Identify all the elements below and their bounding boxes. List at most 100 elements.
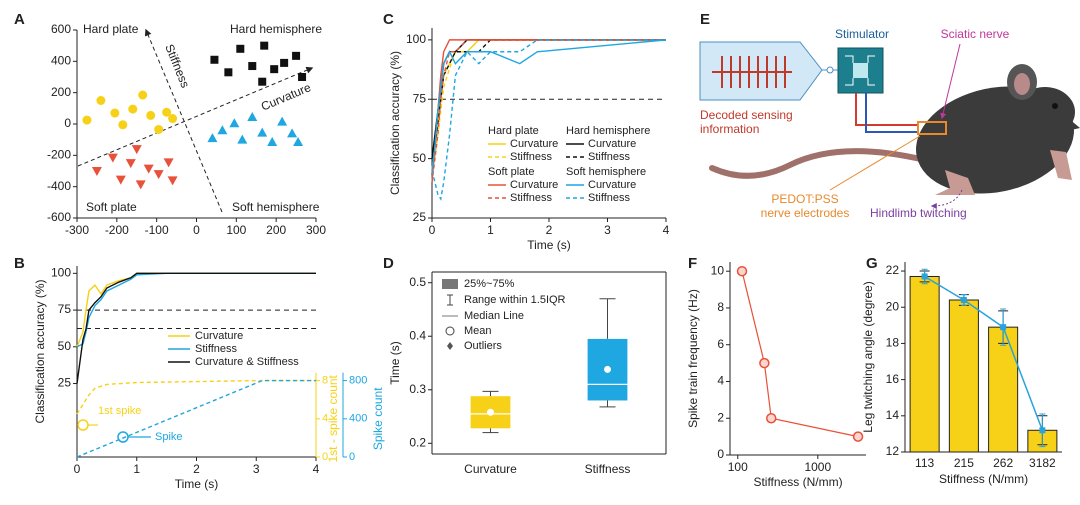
y-tick-label: 0 xyxy=(717,447,724,461)
point xyxy=(217,125,228,135)
mouse-eye xyxy=(1052,103,1058,109)
legend-label: Stiffness xyxy=(510,192,552,204)
x-tick-label: 262 xyxy=(993,456,1013,470)
point xyxy=(154,124,164,134)
diagram-e: E Stimulator Sciatic nerve Decoded sensi… xyxy=(699,11,1080,220)
x-tick-label: 0 xyxy=(74,462,81,476)
electrode-label: nerve electrodes xyxy=(761,206,850,220)
point xyxy=(267,137,278,147)
y-tick-label: 25 xyxy=(413,210,427,224)
panel-label: B xyxy=(14,255,25,272)
y-tick-label: 12 xyxy=(886,444,900,458)
panel-label: F xyxy=(688,255,697,272)
point xyxy=(759,357,770,369)
line-series xyxy=(431,39,666,159)
point xyxy=(131,145,142,155)
legend-label: Stiffness xyxy=(588,151,630,163)
x-tick-label: -200 xyxy=(105,223,129,237)
point xyxy=(258,77,267,86)
line-series xyxy=(431,39,666,201)
y-tick-label: 25 xyxy=(58,376,72,390)
y-tick-label: -600 xyxy=(47,210,71,224)
point xyxy=(960,297,967,303)
x-tick-label: 1000 xyxy=(804,460,831,474)
point xyxy=(736,265,748,277)
quadrant-label: Soft hemisphere xyxy=(232,200,320,214)
line-series xyxy=(431,39,667,171)
y-axis-title: Spike train frequency (Hz) xyxy=(686,289,700,428)
twitch-arrow xyxy=(930,189,963,209)
y-tick-label: 0.4 xyxy=(409,328,426,342)
mouse-snout xyxy=(1062,118,1080,132)
legend-swatch xyxy=(447,342,453,350)
bar xyxy=(988,326,1019,453)
y2-axis-title: 1st - spike count xyxy=(326,374,340,462)
legend-label: Mean xyxy=(464,325,492,337)
spike-train xyxy=(721,56,786,88)
y-tick-label: 75 xyxy=(413,91,427,105)
panel-label: E xyxy=(700,11,710,28)
mean-marker xyxy=(604,365,611,373)
x-tick-label: 0 xyxy=(429,223,436,237)
y2-tick-label: 4 xyxy=(322,413,328,425)
y-tick-label: 200 xyxy=(51,85,71,99)
mouse-ear-inner xyxy=(1014,73,1030,95)
x-tick-label: 1 xyxy=(487,223,494,237)
y-tick-label: -200 xyxy=(47,148,71,162)
quadrant-label: Hard hemisphere xyxy=(230,22,322,36)
mouse-head xyxy=(1015,87,1075,137)
point xyxy=(168,114,178,124)
point xyxy=(91,167,102,176)
point xyxy=(293,137,304,147)
legend-group-title: Hard plate xyxy=(488,125,539,137)
point xyxy=(237,134,248,144)
y-tick-label: 16 xyxy=(886,372,900,386)
point xyxy=(277,116,288,126)
curvature-arrow xyxy=(77,66,314,167)
point xyxy=(167,176,178,186)
point xyxy=(852,431,864,442)
legend-label: Stiffness xyxy=(195,343,237,355)
legend-label: Outliers xyxy=(464,340,502,352)
point xyxy=(82,115,92,125)
quadrant-label: Soft plate xyxy=(86,200,137,214)
point xyxy=(146,110,156,120)
y-tick-label: 0.5 xyxy=(409,275,426,289)
legend-group-title: Hard hemisphere xyxy=(566,125,650,137)
line-series xyxy=(924,275,1044,431)
y-axis-title: Leg twitching angle (degree) xyxy=(861,281,875,432)
nerve-pointer xyxy=(940,43,961,120)
legend-label: Range within 1.5IQR xyxy=(464,294,566,306)
y-axis-title: Time (s) xyxy=(388,341,402,385)
annotation-marker xyxy=(117,431,129,443)
electrode-label: PEDOT:PSS xyxy=(771,192,838,206)
x-axis-title: Stiffness (N/mm) xyxy=(753,475,842,489)
x-tick-label: 300 xyxy=(306,223,326,237)
point xyxy=(210,55,219,64)
point xyxy=(207,133,218,143)
y3-tick-label: 0 xyxy=(349,451,355,463)
legend-label: Curvature xyxy=(510,179,558,191)
x-tick-label: 3182 xyxy=(1029,456,1056,470)
curvature-label: Curvature xyxy=(259,80,313,114)
stiffness-label: Stiffness xyxy=(162,42,192,90)
point xyxy=(115,175,126,185)
point xyxy=(118,120,128,130)
point xyxy=(1000,324,1007,331)
x-tick-label: 3 xyxy=(253,462,260,476)
y-tick-label: 0.3 xyxy=(409,382,426,396)
y2-tick-label: 8 xyxy=(322,375,328,387)
point xyxy=(248,62,257,71)
point xyxy=(298,73,307,81)
twitch-label: Hindlimb twitching xyxy=(870,206,967,220)
panel-label: G xyxy=(866,255,878,272)
annotation-label: Spike xyxy=(155,431,183,443)
x-axis-title: Stiffness (N/mm) xyxy=(939,472,1028,486)
y-tick-label: 2 xyxy=(717,410,724,424)
x-tick-label: 1 xyxy=(133,462,140,476)
legend-group-title: Soft hemisphere xyxy=(566,166,646,178)
x-tick-label: 2 xyxy=(193,462,200,476)
x-axis-title: Time (s) xyxy=(175,477,219,491)
annotation-marker xyxy=(77,419,89,431)
y-axis-title: Classification accuracy (%) xyxy=(388,51,402,195)
